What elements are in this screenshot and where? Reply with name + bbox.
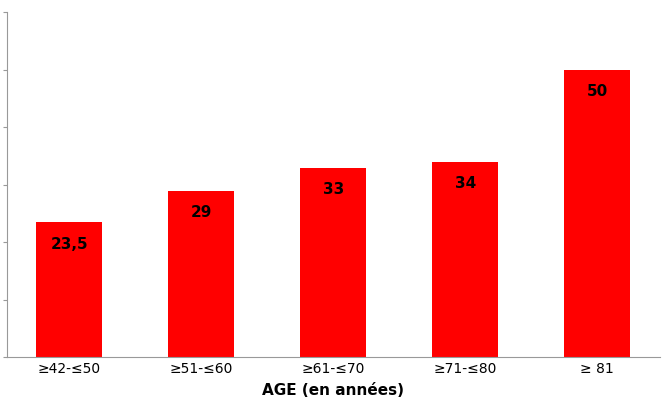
Text: 23,5: 23,5	[51, 237, 88, 252]
Text: 34: 34	[455, 176, 476, 191]
Bar	[168, 191, 234, 357]
Text: 29: 29	[191, 205, 212, 220]
Bar	[37, 222, 102, 357]
X-axis label: AGE (en années): AGE (en années)	[262, 383, 404, 398]
Bar	[300, 168, 366, 357]
Text: 50: 50	[587, 84, 608, 99]
Text: 33: 33	[323, 182, 344, 197]
Bar	[564, 70, 630, 357]
Bar	[432, 162, 498, 357]
